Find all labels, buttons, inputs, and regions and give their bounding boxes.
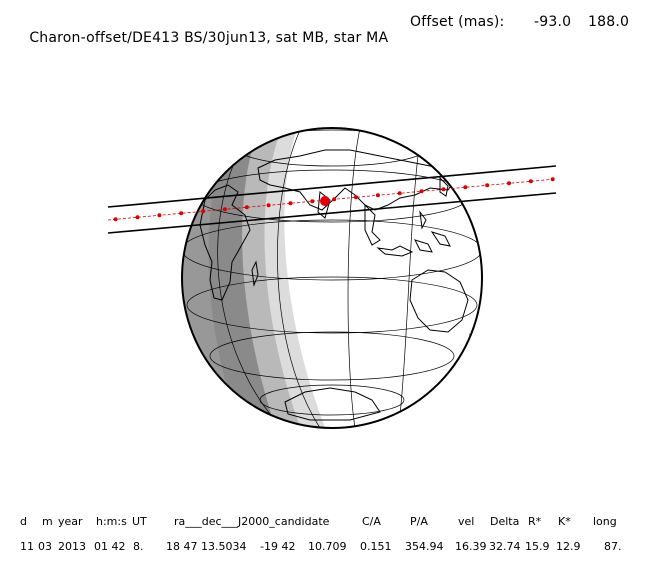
track-point	[266, 203, 271, 208]
track-point	[113, 217, 118, 222]
cell-year: 2013	[58, 540, 86, 553]
track-point	[222, 207, 227, 212]
track-point	[354, 195, 358, 200]
track-point	[244, 205, 249, 210]
closest-approach-marker	[320, 196, 330, 206]
plot-title: Charon-offset/DE413 BS/30jun13, sat MB, …	[20, 14, 629, 94]
globe-limb	[181, 127, 483, 429]
shadow-north-limit	[107, 165, 557, 208]
cell-candidate: 10.709	[308, 540, 347, 553]
track-point	[179, 211, 184, 216]
track-points	[113, 177, 555, 222]
track-point	[397, 191, 402, 196]
track-point	[485, 183, 490, 188]
globe-shading	[182, 128, 482, 428]
cell-dec: -19 42	[260, 540, 296, 553]
col-header-pa: P/A	[410, 515, 428, 528]
col-header-hms: h:m:s	[96, 515, 127, 528]
track-point	[157, 213, 162, 218]
col-header-kstar: K*	[558, 515, 571, 528]
col-header-ut: UT	[132, 515, 147, 528]
ephemeris-table: d m year h:m:s UT ra___dec___J2000_candi…	[0, 515, 649, 565]
track-point	[528, 179, 533, 184]
title-text: Charon-offset/DE413 BS/30jun13, sat MB, …	[29, 30, 389, 46]
col-header-radec: ra___dec___J2000_candidate	[174, 515, 330, 528]
offset-x-value: -93.0	[534, 14, 572, 30]
cell-vel: 16.39	[455, 540, 487, 553]
cell-hm: 01 42	[94, 540, 126, 553]
track-point	[463, 185, 468, 190]
offset-y-value: 188.0	[588, 14, 630, 30]
col-header-delta: Delta	[490, 515, 520, 528]
track-point	[375, 193, 380, 198]
col-header-rstar: R*	[528, 515, 542, 528]
track-point	[550, 177, 555, 182]
track-point	[288, 201, 293, 206]
track-point	[135, 215, 140, 220]
cell-m: 03	[38, 540, 52, 553]
cell-pa: 354.94	[405, 540, 444, 553]
cell-ra: 18 47 13.5034	[166, 540, 247, 553]
shadow-south-limit	[107, 192, 557, 234]
col-header-ca: C/A	[362, 515, 381, 528]
col-header-d: d	[20, 515, 27, 528]
track-point	[507, 181, 511, 186]
cell-rstar: 15.9	[525, 540, 550, 553]
offset-label: Offset (mas):	[410, 14, 505, 30]
cell-d: 11	[20, 540, 34, 553]
col-header-vel: vel	[458, 515, 475, 528]
cell-long: 87.	[604, 540, 622, 553]
col-header-year: year	[58, 515, 83, 528]
cell-s: 8.	[133, 540, 144, 553]
cell-ca: 0.151	[360, 540, 392, 553]
track-point	[332, 197, 337, 202]
track-point	[201, 209, 206, 214]
track-point	[419, 189, 424, 194]
track-point	[441, 187, 446, 192]
cell-delta: 32.74	[489, 540, 521, 553]
graticule-meridians	[217, 128, 421, 428]
cell-kstar: 12.9	[556, 540, 581, 553]
track-point	[310, 199, 315, 204]
col-header-m: m	[42, 515, 53, 528]
continent-outlines	[199, 149, 477, 421]
col-header-long: long	[593, 515, 617, 528]
